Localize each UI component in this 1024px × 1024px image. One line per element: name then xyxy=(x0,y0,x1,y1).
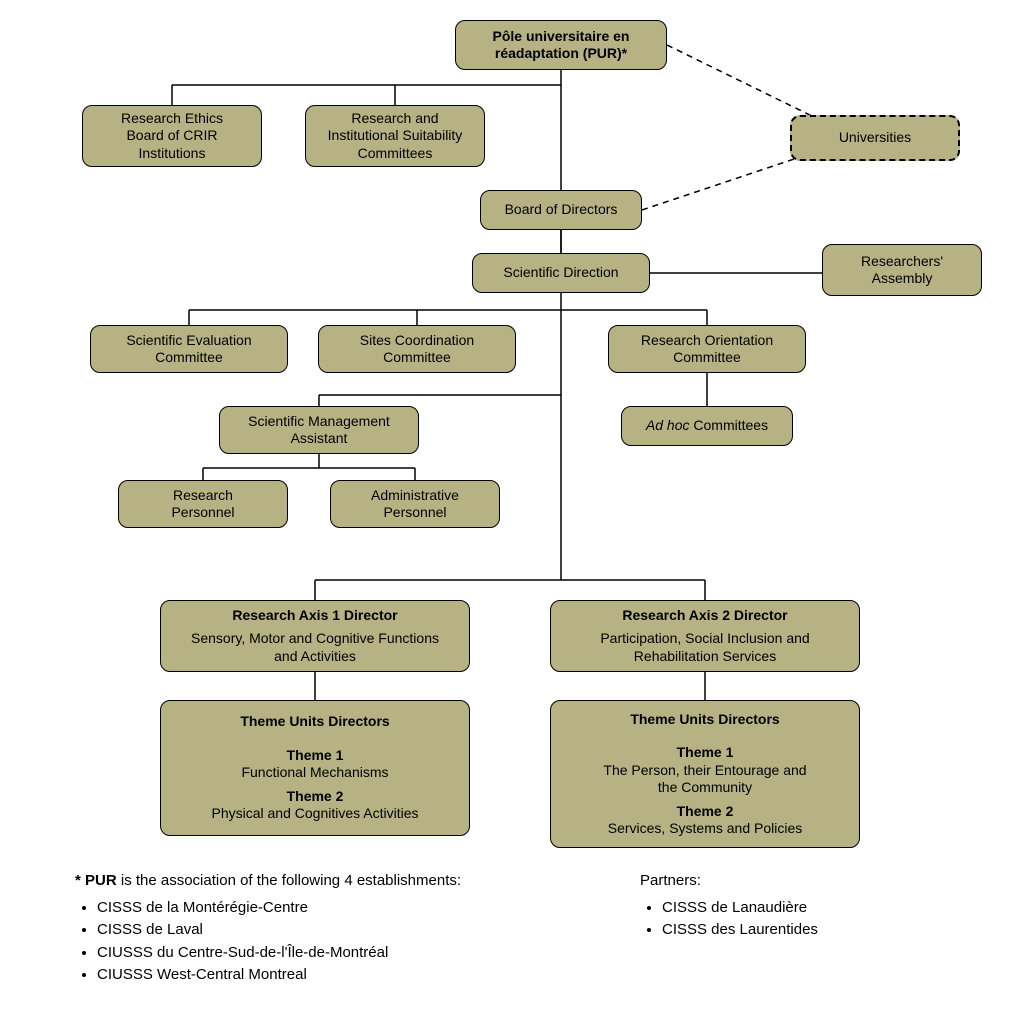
text: Theme Units Directors xyxy=(240,713,389,731)
node-suitability: Research and Institutional Suitability C… xyxy=(305,105,485,167)
text: Institutions xyxy=(139,145,206,163)
text: Theme 2 xyxy=(677,803,734,821)
node-universities: Universities xyxy=(790,115,960,161)
node-theme-units-1: Theme Units Directors Theme 1 Functional… xyxy=(160,700,470,836)
text: Board of CRIR xyxy=(126,127,217,145)
node-board: Board of Directors xyxy=(480,190,642,230)
list-item: CISSS de la Montérégie-Centre xyxy=(97,897,615,920)
list-item: CISSS des Laurentides xyxy=(662,919,980,942)
list-item: CISSS de Lanaudière xyxy=(662,897,980,920)
footnote-pur: * PUR is the association of the followin… xyxy=(75,870,615,987)
pur-list: CISSS de la Montérégie-CentreCISSS de La… xyxy=(75,897,615,987)
text: Committees xyxy=(358,145,433,163)
footnote-partners: Partners: CISSS de LanaudièreCISSS des L… xyxy=(640,870,980,942)
text: and Activities xyxy=(274,648,356,666)
text: Sites Coordination xyxy=(360,332,474,350)
node-pur: Pôle universitaire en réadaptation (PUR)… xyxy=(455,20,667,70)
node-orientation-committee: Research Orientation Committee xyxy=(608,325,806,373)
text: Theme 1 xyxy=(677,744,734,762)
text: Research Ethics xyxy=(121,110,223,128)
text: Personnel xyxy=(171,504,234,522)
text: Institutional Suitability xyxy=(328,127,463,145)
list-item: CIUSSS du Centre-Sud-de-l'Île-de-Montréa… xyxy=(97,942,615,965)
text: Administrative xyxy=(371,487,459,505)
text: Research xyxy=(173,487,233,505)
node-research-ethics: Research Ethics Board of CRIR Institutio… xyxy=(82,105,262,167)
text: Theme 1 xyxy=(287,747,344,765)
node-administrative-personnel: Administrative Personnel xyxy=(330,480,500,528)
text: Assistant xyxy=(291,430,348,448)
text: Services, Systems and Policies xyxy=(608,820,803,838)
text: Pôle universitaire en xyxy=(493,28,630,46)
text: Research Axis 1 Director xyxy=(232,607,397,625)
text: réadaptation (PUR)* xyxy=(495,45,627,63)
text: Theme Units Directors xyxy=(630,711,779,729)
node-adhoc-committees: Ad hoc Committees xyxy=(621,406,793,446)
text: Personnel xyxy=(383,504,446,522)
list-item: CISSS de Laval xyxy=(97,919,615,942)
text: Scientific Management xyxy=(248,413,390,431)
node-scientific-direction: Scientific Direction xyxy=(472,253,650,293)
text: Research Orientation xyxy=(641,332,773,350)
node-researchers-assembly: Researchers' Assembly xyxy=(822,244,982,296)
node-research-personnel: Research Personnel xyxy=(118,480,288,528)
text: Universities xyxy=(839,129,911,147)
text: Committee xyxy=(383,349,451,367)
text: Physical and Cognitives Activities xyxy=(212,805,419,823)
text: Ad hoc Committees xyxy=(646,417,768,435)
text: Committee xyxy=(673,349,741,367)
text: Research Axis 2 Director xyxy=(622,607,787,625)
text: The Person, their Entourage and xyxy=(603,762,806,780)
text: Scientific Direction xyxy=(503,264,618,282)
text: Sensory, Motor and Cognitive Functions xyxy=(191,630,439,648)
text: * PUR xyxy=(75,872,117,889)
text: Research and xyxy=(351,110,438,128)
node-axis2: Research Axis 2 Director Participation, … xyxy=(550,600,860,672)
node-evaluation-committee: Scientific Evaluation Committee xyxy=(90,325,288,373)
text: Rehabilitation Services xyxy=(634,648,776,666)
text: Theme 2 xyxy=(287,788,344,806)
text: Assembly xyxy=(872,270,933,288)
node-scientific-management-assistant: Scientific Management Assistant xyxy=(219,406,419,454)
text: Scientific Evaluation xyxy=(126,332,251,350)
node-sites-committee: Sites Coordination Committee xyxy=(318,325,516,373)
node-axis1: Research Axis 1 Director Sensory, Motor … xyxy=(160,600,470,672)
text: the Community xyxy=(658,779,752,797)
text: Partners: xyxy=(640,872,701,889)
text: Functional Mechanisms xyxy=(241,764,388,782)
list-item: CIUSSS West-Central Montreal xyxy=(97,964,615,987)
text: Board of Directors xyxy=(505,201,618,219)
text: Participation, Social Inclusion and xyxy=(600,630,809,648)
node-theme-units-2: Theme Units Directors Theme 1 The Person… xyxy=(550,700,860,848)
text: is the association of the following 4 es… xyxy=(117,872,461,889)
text: Researchers' xyxy=(861,253,943,271)
text: Committee xyxy=(155,349,223,367)
partners-list: CISSS de LanaudièreCISSS des Laurentides xyxy=(640,897,980,942)
